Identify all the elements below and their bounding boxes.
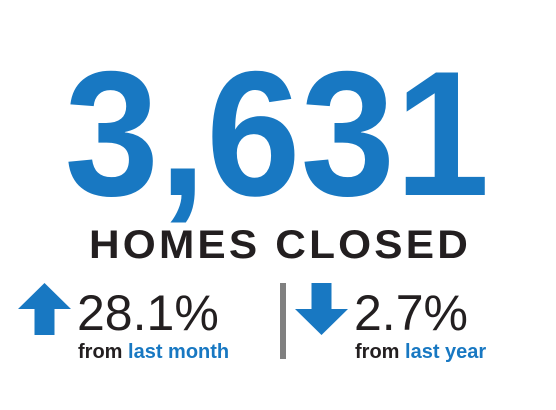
stat-prefix: from xyxy=(355,341,399,363)
arrow-down xyxy=(295,283,348,335)
stat: 2.7% from last year xyxy=(295,283,486,363)
stat-period: last year xyxy=(405,341,486,363)
divider xyxy=(280,283,286,359)
stat-change: 28.1% xyxy=(77,285,219,341)
stat-period: last month xyxy=(128,341,229,363)
headline-value: 3,631 xyxy=(65,34,490,233)
stat: 28.1% from last month xyxy=(18,283,229,363)
stat-caption: from last year xyxy=(355,341,486,363)
stat-change: 2.7% xyxy=(354,285,468,341)
stat-prefix: from xyxy=(78,341,122,363)
stat-caption: from last month xyxy=(78,341,229,363)
headline-label: HOMES CLOSED xyxy=(89,223,471,267)
arrow-up xyxy=(18,283,71,335)
